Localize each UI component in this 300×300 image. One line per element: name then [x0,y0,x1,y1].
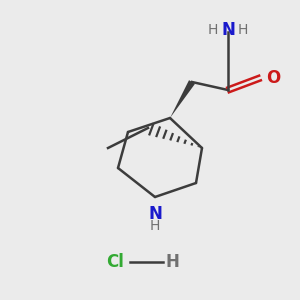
Text: H: H [238,23,248,37]
Text: N: N [148,205,162,223]
Text: Cl: Cl [106,253,124,271]
Text: O: O [266,69,280,87]
Polygon shape [170,80,195,118]
Text: H: H [208,23,218,37]
Text: H: H [165,253,179,271]
Text: H: H [150,219,160,233]
Text: N: N [221,21,235,39]
